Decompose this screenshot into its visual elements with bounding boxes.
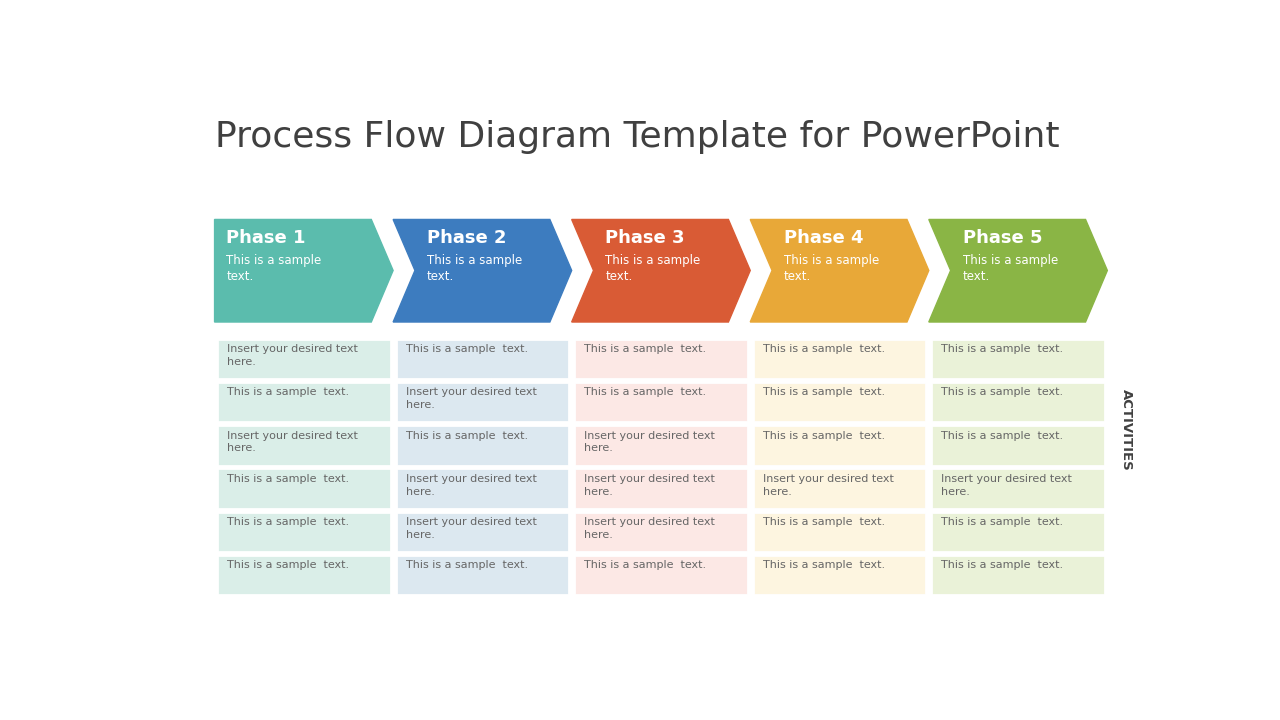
FancyBboxPatch shape <box>932 512 1105 552</box>
Text: Insert your desired text
here.: Insert your desired text here. <box>227 344 358 367</box>
Text: Insert your desired text
here.: Insert your desired text here. <box>584 474 716 497</box>
FancyBboxPatch shape <box>396 512 570 552</box>
Text: This is a sample  text.: This is a sample text. <box>941 431 1064 441</box>
Text: This is a sample  text.: This is a sample text. <box>941 560 1064 570</box>
FancyBboxPatch shape <box>575 512 748 552</box>
Text: This is a sample  text.: This is a sample text. <box>763 431 884 441</box>
Text: This is a sample  text.: This is a sample text. <box>941 517 1064 527</box>
FancyBboxPatch shape <box>396 338 570 379</box>
FancyBboxPatch shape <box>932 425 1105 466</box>
Text: This is a sample  text.: This is a sample text. <box>227 560 349 570</box>
Text: Phase 3: Phase 3 <box>605 230 685 248</box>
FancyBboxPatch shape <box>396 425 570 466</box>
Text: Process Flow Diagram Template for PowerPoint: Process Flow Diagram Template for PowerP… <box>215 120 1059 153</box>
FancyBboxPatch shape <box>753 555 927 595</box>
FancyBboxPatch shape <box>753 338 927 379</box>
FancyBboxPatch shape <box>218 425 390 466</box>
FancyBboxPatch shape <box>753 512 927 552</box>
Text: Phase 5: Phase 5 <box>963 230 1042 248</box>
Text: Insert your desired text
here.: Insert your desired text here. <box>406 387 536 410</box>
FancyBboxPatch shape <box>218 469 390 509</box>
Text: This is a sample  text.: This is a sample text. <box>406 560 527 570</box>
FancyBboxPatch shape <box>753 382 927 423</box>
Text: This is a sample  text.: This is a sample text. <box>584 560 707 570</box>
Text: Insert your desired text
here.: Insert your desired text here. <box>941 474 1073 497</box>
FancyBboxPatch shape <box>575 555 748 595</box>
Polygon shape <box>929 220 1107 322</box>
Text: Phase 4: Phase 4 <box>783 230 864 248</box>
FancyBboxPatch shape <box>218 382 390 423</box>
Text: This is a sample
text.: This is a sample text. <box>426 254 522 284</box>
Text: Insert your desired text
here.: Insert your desired text here. <box>406 474 536 497</box>
Polygon shape <box>393 220 572 322</box>
Text: This is a sample
text.: This is a sample text. <box>227 254 321 284</box>
Text: This is a sample
text.: This is a sample text. <box>783 254 879 284</box>
Text: This is a sample  text.: This is a sample text. <box>941 344 1064 354</box>
FancyBboxPatch shape <box>753 425 927 466</box>
Text: This is a sample  text.: This is a sample text. <box>763 560 884 570</box>
Polygon shape <box>572 220 750 322</box>
FancyBboxPatch shape <box>218 555 390 595</box>
FancyBboxPatch shape <box>218 512 390 552</box>
Text: ACTIVITIES: ACTIVITIES <box>1120 390 1133 471</box>
FancyBboxPatch shape <box>575 469 748 509</box>
Text: Insert your desired text
here.: Insert your desired text here. <box>227 431 358 454</box>
FancyBboxPatch shape <box>932 555 1105 595</box>
FancyBboxPatch shape <box>932 469 1105 509</box>
Text: Phase 1: Phase 1 <box>227 230 306 248</box>
FancyBboxPatch shape <box>575 382 748 423</box>
Text: This is a sample  text.: This is a sample text. <box>227 474 349 484</box>
Text: This is a sample  text.: This is a sample text. <box>227 387 349 397</box>
FancyBboxPatch shape <box>753 469 927 509</box>
Text: Insert your desired text
here.: Insert your desired text here. <box>584 517 716 540</box>
FancyBboxPatch shape <box>575 425 748 466</box>
Text: This is a sample  text.: This is a sample text. <box>763 344 884 354</box>
FancyBboxPatch shape <box>575 338 748 379</box>
FancyBboxPatch shape <box>396 382 570 423</box>
Text: This is a sample  text.: This is a sample text. <box>584 387 707 397</box>
Text: This is a sample  text.: This is a sample text. <box>584 344 707 354</box>
Text: This is a sample  text.: This is a sample text. <box>227 517 349 527</box>
Text: This is a sample  text.: This is a sample text. <box>941 387 1064 397</box>
Text: This is a sample
text.: This is a sample text. <box>963 254 1057 284</box>
Text: Insert your desired text
here.: Insert your desired text here. <box>763 474 893 497</box>
Text: Phase 2: Phase 2 <box>426 230 507 248</box>
FancyBboxPatch shape <box>932 382 1105 423</box>
Text: This is a sample
text.: This is a sample text. <box>605 254 700 284</box>
FancyBboxPatch shape <box>932 338 1105 379</box>
Polygon shape <box>215 220 393 322</box>
Text: This is a sample  text.: This is a sample text. <box>406 344 527 354</box>
Polygon shape <box>750 220 929 322</box>
Text: This is a sample  text.: This is a sample text. <box>763 387 884 397</box>
Text: This is a sample  text.: This is a sample text. <box>406 431 527 441</box>
FancyBboxPatch shape <box>218 338 390 379</box>
Text: Insert your desired text
here.: Insert your desired text here. <box>406 517 536 540</box>
Text: Insert your desired text
here.: Insert your desired text here. <box>584 431 716 454</box>
FancyBboxPatch shape <box>396 469 570 509</box>
Text: This is a sample  text.: This is a sample text. <box>763 517 884 527</box>
FancyBboxPatch shape <box>396 555 570 595</box>
